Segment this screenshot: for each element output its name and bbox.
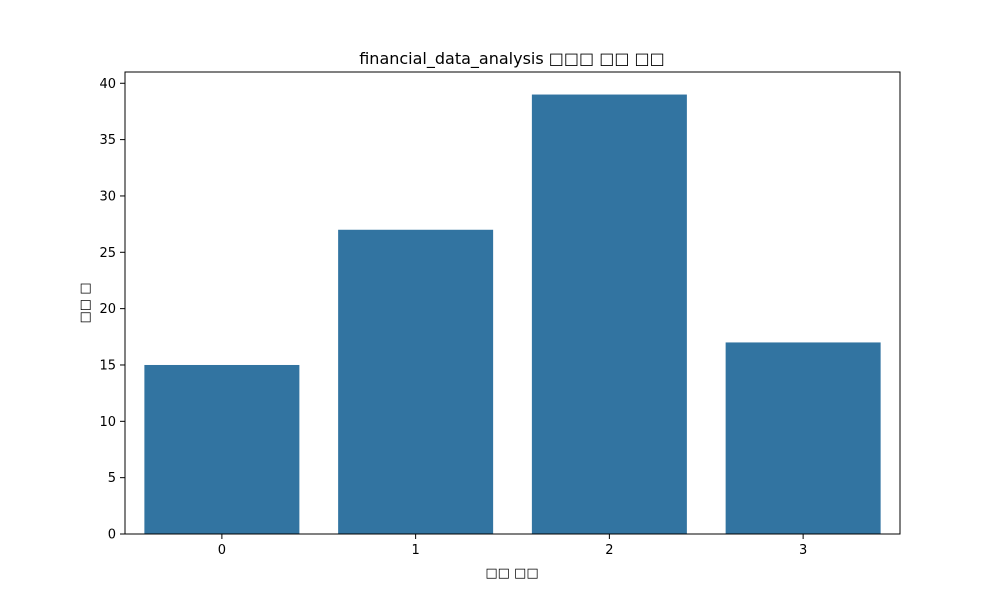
y-tick-label: 35 xyxy=(99,133,116,148)
y-tick-label: 25 xyxy=(99,246,116,261)
y-tick-label: 0 xyxy=(108,528,116,543)
x-tick-label: 2 xyxy=(605,543,613,558)
bar-2 xyxy=(531,94,687,534)
bar-1 xyxy=(338,229,494,534)
y-axis-label: □□ □ xyxy=(78,283,93,324)
y-axis: 0 5 10 15 20 25 30 35 40 xyxy=(99,77,125,543)
x-axis-label: □□ □□ xyxy=(485,566,538,581)
x-axis: 0 1 2 3 xyxy=(218,534,807,558)
plot-frame xyxy=(124,71,901,535)
y-tick-label: 30 xyxy=(99,189,116,204)
y-tick-label: 10 xyxy=(99,415,116,430)
x-tick-label: 1 xyxy=(411,543,419,558)
y-tick-label: 20 xyxy=(99,302,116,317)
bars-group xyxy=(144,94,881,534)
y-tick-label: 15 xyxy=(99,358,116,373)
y-tick-label: 5 xyxy=(108,471,116,486)
bar-3 xyxy=(725,342,881,534)
x-tick-label: 0 xyxy=(218,543,226,558)
chart-title: financial_data_analysis □□□ □□ □□ xyxy=(359,49,665,69)
bar-0 xyxy=(144,364,300,534)
x-tick-label: 3 xyxy=(799,543,807,558)
y-tick-label: 40 xyxy=(99,77,116,92)
